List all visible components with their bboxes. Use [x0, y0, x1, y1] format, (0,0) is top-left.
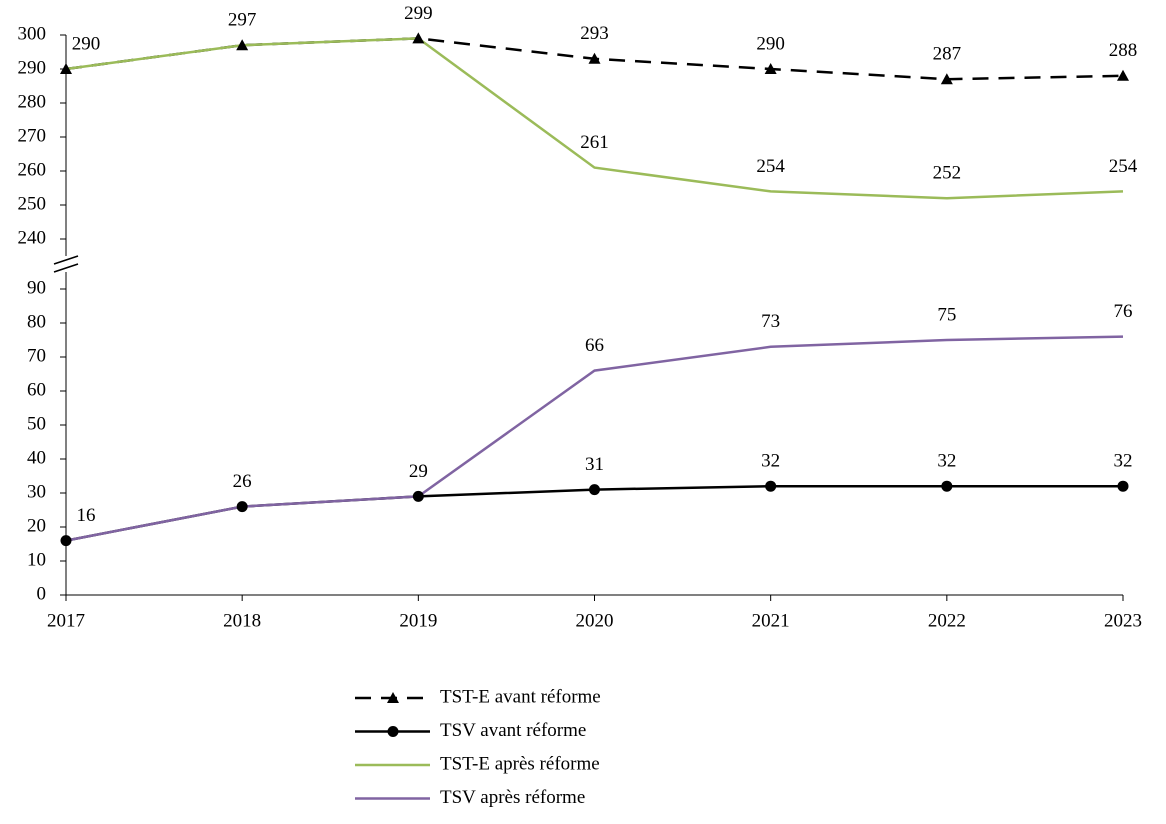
data-label: 29	[409, 461, 428, 482]
data-label: 261	[580, 132, 609, 153]
marker-triangle	[588, 52, 601, 64]
data-label: 252	[933, 163, 962, 184]
y-tick-label: 20	[27, 515, 46, 536]
y-tick-label: 70	[27, 345, 46, 366]
data-label: 293	[580, 23, 609, 44]
data-label: 290	[72, 33, 101, 54]
marker-triangle	[1117, 69, 1129, 81]
x-tick-label: 2017	[47, 610, 85, 631]
y-tick-label: 60	[27, 379, 46, 400]
data-label: 32	[937, 451, 956, 472]
data-label: 26	[233, 471, 252, 492]
y-tick-label: 50	[27, 413, 46, 434]
marker-circle	[941, 480, 953, 492]
y-tick-label: 40	[27, 447, 46, 468]
marker-circle	[1117, 480, 1129, 492]
x-tick-label: 2023	[1104, 610, 1142, 631]
marker-triangle	[387, 692, 399, 703]
data-label: 297	[228, 10, 257, 31]
data-label: 299	[404, 3, 433, 24]
marker-circle	[765, 480, 777, 492]
axis-break	[53, 255, 79, 265]
legend-label: TSV avant réforme	[440, 720, 586, 741]
marker-triangle	[412, 32, 425, 44]
marker-circle	[60, 535, 72, 547]
x-tick-label: 2019	[399, 610, 437, 631]
data-label: 254	[1109, 156, 1138, 177]
data-label: 16	[77, 505, 96, 526]
legend-label: TST-E après réforme	[440, 753, 600, 774]
marker-circle	[236, 501, 248, 513]
y-tick-label: 250	[18, 193, 47, 214]
y-tick-label: 270	[18, 125, 47, 146]
x-tick-label: 2020	[576, 610, 614, 631]
y-tick-label: 90	[27, 277, 46, 298]
y-tick-label: 260	[18, 159, 47, 180]
marker-triangle	[940, 73, 953, 85]
data-label: 73	[761, 311, 780, 332]
data-label: 290	[756, 33, 785, 54]
data-label: 66	[585, 335, 604, 356]
y-tick-label: 240	[18, 227, 47, 248]
marker-triangle	[764, 63, 777, 74]
data-label: 288	[1109, 40, 1138, 61]
y-tick-label: 0	[37, 583, 47, 604]
y-tick-label: 30	[27, 481, 46, 502]
data-label: 76	[1114, 301, 1133, 322]
y-tick-label: 80	[27, 311, 46, 332]
x-tick-label: 2018	[223, 610, 261, 631]
y-tick-label: 10	[27, 549, 46, 570]
y-tick-label: 280	[18, 91, 47, 112]
data-label: 287	[933, 44, 962, 65]
marker-triangle	[60, 63, 72, 74]
x-tick-label: 2021	[752, 610, 790, 631]
y-tick-label: 290	[18, 57, 47, 78]
data-label: 31	[585, 454, 604, 475]
marker-circle	[589, 484, 600, 496]
y-tick-label: 300	[18, 23, 47, 44]
marker-triangle	[236, 39, 249, 51]
data-label: 75	[937, 304, 956, 325]
series-line	[65, 335, 1124, 542]
axis-break	[53, 263, 79, 273]
marker-circle	[387, 726, 399, 737]
legend-label: TST-E avant réforme	[440, 686, 601, 707]
legend-label: TSV après réforme	[440, 787, 585, 808]
data-label: 254	[756, 156, 785, 177]
data-label: 32	[1114, 451, 1133, 472]
data-label: 32	[761, 451, 780, 472]
x-tick-label: 2022	[928, 610, 966, 631]
marker-circle	[412, 490, 424, 502]
